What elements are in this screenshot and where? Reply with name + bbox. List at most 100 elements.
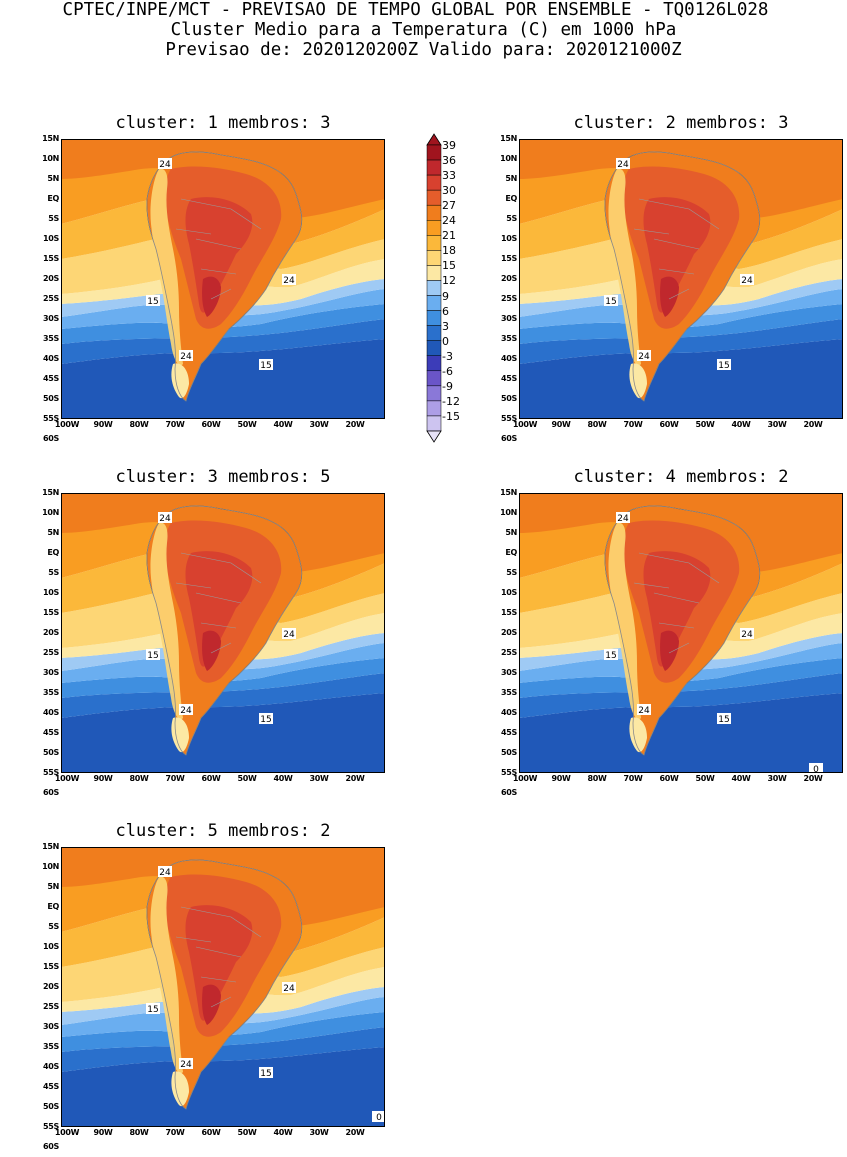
lat-tick-label: 10N <box>42 154 59 163</box>
map-frame <box>519 493 843 773</box>
contour-label: 24 <box>159 160 171 170</box>
lat-tick-label: 5S <box>48 568 59 577</box>
contour-label: 0 <box>813 765 819 773</box>
contour-label: 15 <box>605 297 616 307</box>
temperature-map: 24 24 24 15 15 0 <box>519 493 843 773</box>
temperature-band <box>61 673 385 718</box>
country-border <box>658 622 695 629</box>
lat-tick-label: 25S <box>43 294 59 303</box>
colorbar-swatch <box>426 415 442 432</box>
lat-tick-label: 30S <box>43 314 59 323</box>
lat-tick-label: 5S <box>48 922 59 931</box>
lon-tick-label: 80W <box>129 1128 149 1137</box>
lat-tick-label: 10S <box>43 234 59 243</box>
lon-tick-label: 90W <box>551 774 571 783</box>
andes-cool-strip <box>150 168 183 366</box>
lat-tick-label: 5N <box>505 174 517 183</box>
colorbar-swatch <box>426 355 442 372</box>
contour-label: 24 <box>180 706 192 716</box>
temperature-band <box>61 643 385 683</box>
andes-cool-strip <box>150 522 183 720</box>
lon-tick-label: 30W <box>309 1128 329 1137</box>
lat-tick-label: 50S <box>43 748 59 757</box>
country-border <box>633 228 670 235</box>
contour-label: 24 <box>617 514 629 524</box>
lat-tick-label: 40S <box>43 1062 59 1071</box>
temperature-band <box>61 1012 385 1052</box>
map-panel-cluster-1: cluster: 1 membros: 3 24 24 24 15 15 15N 10N 5N E… <box>42 113 385 443</box>
contour-label: 24 <box>180 1060 192 1070</box>
country-border <box>175 936 212 943</box>
country-border <box>638 552 720 584</box>
lat-tick-label: 45S <box>501 374 517 383</box>
contour-label: 15 <box>260 715 271 725</box>
panel-title: cluster: 4 membros: 2 <box>573 467 789 487</box>
colorbar-swatch <box>426 174 442 191</box>
contour-label-box <box>146 1003 160 1014</box>
country-border <box>653 592 700 604</box>
lon-tick-label: 40W <box>273 774 293 783</box>
coastline <box>146 505 303 756</box>
lat-tick-label: 5N <box>505 528 517 537</box>
contour-label-box <box>604 649 618 660</box>
lon-tick-label: 40W <box>731 420 751 429</box>
country-border <box>180 552 262 584</box>
colorbar-swatch <box>426 189 442 206</box>
colorbar-swatch <box>426 340 442 356</box>
lat-tick-label: 45S <box>43 1082 59 1091</box>
temperature-band <box>61 339 385 419</box>
colorbar-swatch <box>426 280 442 296</box>
country-border <box>210 642 232 654</box>
coastline <box>146 859 303 1110</box>
temperature-band <box>61 304 385 344</box>
colorbar-label: 18 <box>442 244 456 258</box>
lat-tick-label: EQ <box>505 548 517 557</box>
lon-tick-label: 30W <box>309 774 329 783</box>
hottest-region <box>202 984 221 1025</box>
lon-tick-label: 50W <box>237 1128 257 1137</box>
hottest-region <box>202 276 221 317</box>
hot-region <box>185 197 253 313</box>
andes-cool-strip <box>150 876 183 1074</box>
contour-label-box <box>282 628 296 639</box>
lon-tick-label: 50W <box>695 420 715 429</box>
lat-tick-label: 20S <box>43 628 59 637</box>
hot-region <box>643 551 711 667</box>
colorbar-label: 12 <box>442 274 456 288</box>
contour-label-box <box>158 866 172 877</box>
colorbar-label: 0 <box>442 334 449 348</box>
lat-tick-label: EQ <box>47 548 59 557</box>
country-border <box>668 642 690 654</box>
lon-tick-label: 20W <box>803 774 823 783</box>
lat-tick-label: 20S <box>43 274 59 283</box>
contour-label-box <box>740 628 754 639</box>
map-frame <box>61 493 385 773</box>
lat-tick-label: 25S <box>501 294 517 303</box>
subtitle-dates: Previsao de: 2020120200Z Valido para: 20… <box>165 40 682 60</box>
colorbar-swatch <box>426 295 442 311</box>
lon-tick-label: 40W <box>273 420 293 429</box>
colorbar-swatch <box>426 370 442 387</box>
contour-label-box <box>740 274 754 285</box>
lat-tick-label: 60S <box>43 434 59 443</box>
temperature-band <box>61 997 385 1037</box>
lat-tick-label: 55S <box>501 414 517 423</box>
lat-tick-label: 5N <box>47 174 59 183</box>
lat-tick-label: 30S <box>501 668 517 677</box>
patagonia-region <box>171 1071 189 1107</box>
hot-region <box>185 905 253 1021</box>
lat-tick-label: 20S <box>501 274 517 283</box>
panel-title: cluster: 2 membros: 3 <box>573 113 789 133</box>
lon-tick-label: 80W <box>129 420 149 429</box>
contour-label-box <box>717 713 731 724</box>
lat-tick-label: 45S <box>43 728 59 737</box>
country-border <box>638 198 720 230</box>
colorbar-label: 33 <box>442 169 456 183</box>
lat-tick-label: 55S <box>43 768 59 777</box>
colorbar-swatch <box>426 250 442 266</box>
temperature-band <box>61 1027 385 1072</box>
temperature-map: 24 24 24 15 15 0 <box>61 847 385 1127</box>
lat-tick-label: 50S <box>501 748 517 757</box>
colorbar-bottom-triangle <box>426 430 442 443</box>
lat-tick-label: EQ <box>47 902 59 911</box>
